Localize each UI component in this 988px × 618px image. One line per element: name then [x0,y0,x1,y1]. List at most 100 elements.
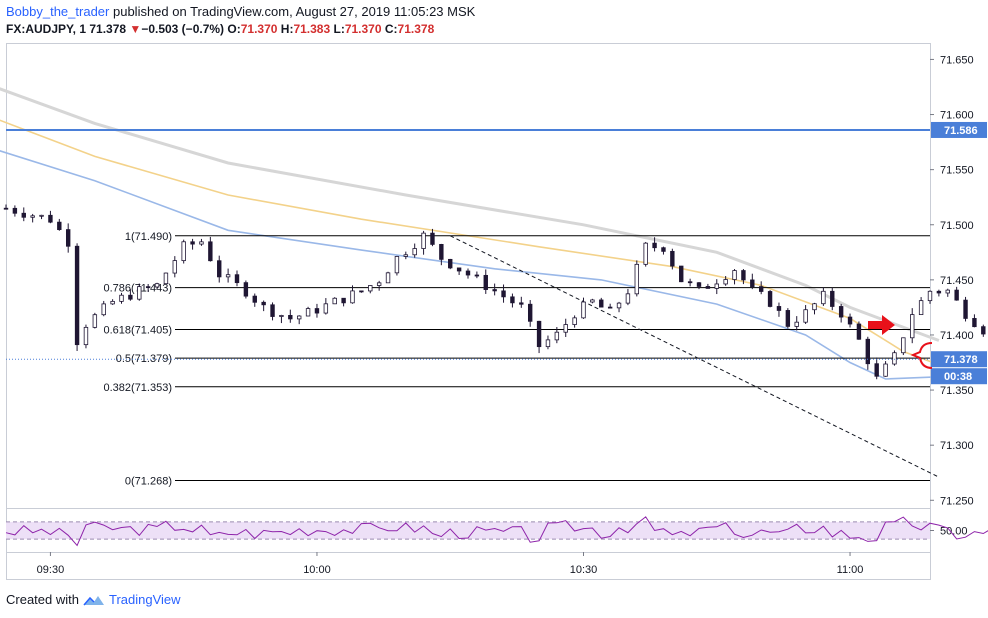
candle-body [501,290,506,298]
candle-body [679,265,684,283]
candle-body [234,274,240,284]
candle-body [128,294,133,300]
time-axis[interactable]: 07:0007:3008:0008:3009:0009:3010:0010:30… [0,552,863,576]
price-change: −0.503 (−0.7%) [141,22,225,36]
created-with-text: Created with [6,592,79,607]
price-axis[interactable]: 71.650 71.600 71.550 71.500 71.450 71.400 71.3… [930,54,974,507]
candle-body [812,303,817,311]
fibonacci-retracement[interactable]: 1(71.490)0.786(71.443)0.618(71.405)0.5(7… [104,231,931,488]
candle-body [163,272,169,285]
y-tick-label: 71.300 [940,440,974,452]
x-tick-label: 10:00 [303,564,331,576]
last-price-tag-label: 71.378 [944,354,978,366]
candle-body [696,282,702,287]
y-tick-label: 71.250 [940,495,974,507]
candle-body [794,321,799,327]
open-value: 71.370 [240,22,278,36]
down-triangle-icon: ▼ [129,22,142,36]
candle-body [332,297,337,305]
low-label: L: [333,22,345,36]
y-tick-label: 71.400 [940,330,974,342]
candle-body [767,291,773,307]
candle-body [225,274,231,278]
candle-body [883,363,888,377]
candle-body [92,314,98,328]
candle-body [421,232,426,249]
candle-body [3,207,9,210]
candle-body [936,290,942,294]
ma-line-blue [0,150,939,380]
candle-body [74,245,80,346]
candle-body [865,338,871,365]
candle-body [368,285,373,292]
moving-averages [0,87,940,380]
symbol-label[interactable]: FX:AUDJPY, 1 [6,22,87,36]
candle-body [30,215,35,218]
candle-body [39,214,44,217]
candle-body [376,282,382,286]
candle-body [856,323,862,340]
countdown-timer: 00:38 [944,371,972,383]
fib-level-label: 1(71.490) [125,231,172,243]
candle-body [270,304,275,317]
candle-body [981,326,986,335]
author-link[interactable]: Bobby_the_trader [6,4,110,19]
red-arrow-icon [868,315,895,335]
candle-body [385,272,391,284]
y-tick-label: 71.650 [940,54,974,66]
footer: Created with TradingView [6,592,181,607]
candle-body [874,363,879,377]
x-tick-label: 11:00 [837,564,864,576]
high-value: 71.383 [293,22,331,36]
candle-body [394,256,400,274]
candle-body [554,331,560,341]
candles [3,204,986,380]
rsi-tick-label: 50.00 [940,526,968,538]
tradingview-brand-link[interactable]: TradingView [108,592,181,607]
published-text: published on TradingView.com, August 27,… [112,4,476,19]
tradingview-logo-icon [83,595,104,605]
candle-body [590,299,595,303]
candle-body [687,281,693,284]
candle-body [296,315,302,320]
candle-body [741,270,746,281]
candle-body [616,302,622,309]
last-price: 71.378 [89,22,127,36]
candle-body [758,286,764,292]
candle-body [705,286,711,289]
candle-body [305,308,311,317]
publish-header: Bobby_the_trader published on TradingVie… [6,4,475,19]
candle-body [723,279,728,285]
candle-body [261,301,266,306]
candle-body [154,283,160,288]
candle-body [172,260,178,274]
hline-price-tag: 71.586 [931,121,987,138]
candle-body [65,229,71,247]
candle-body [910,314,915,339]
candle-body [474,274,480,277]
candle-body [714,283,719,289]
candle-body [145,286,151,289]
candle-body [732,270,737,280]
candle-body [279,315,284,317]
ma-line-yellow [0,119,940,366]
candle-body [208,241,213,262]
rsi-line [5,516,988,547]
candle-body [314,308,320,314]
candle-body [785,310,791,327]
candle-body [625,293,631,304]
low-value: 71.370 [344,22,382,36]
fib-level-label: 0.5(71.379) [116,353,172,365]
candle-body [21,212,26,218]
candle-body [545,339,551,348]
candle-body [341,297,346,304]
y-tick-label: 71.600 [940,110,974,122]
candle-body [252,295,257,303]
candle-body [190,241,195,245]
close-label: C: [384,22,398,36]
candle-body [643,242,648,265]
candle-body [963,299,968,319]
last-price-tag: 71.378 00:38 [931,351,987,385]
close-value: 71.378 [397,22,435,36]
